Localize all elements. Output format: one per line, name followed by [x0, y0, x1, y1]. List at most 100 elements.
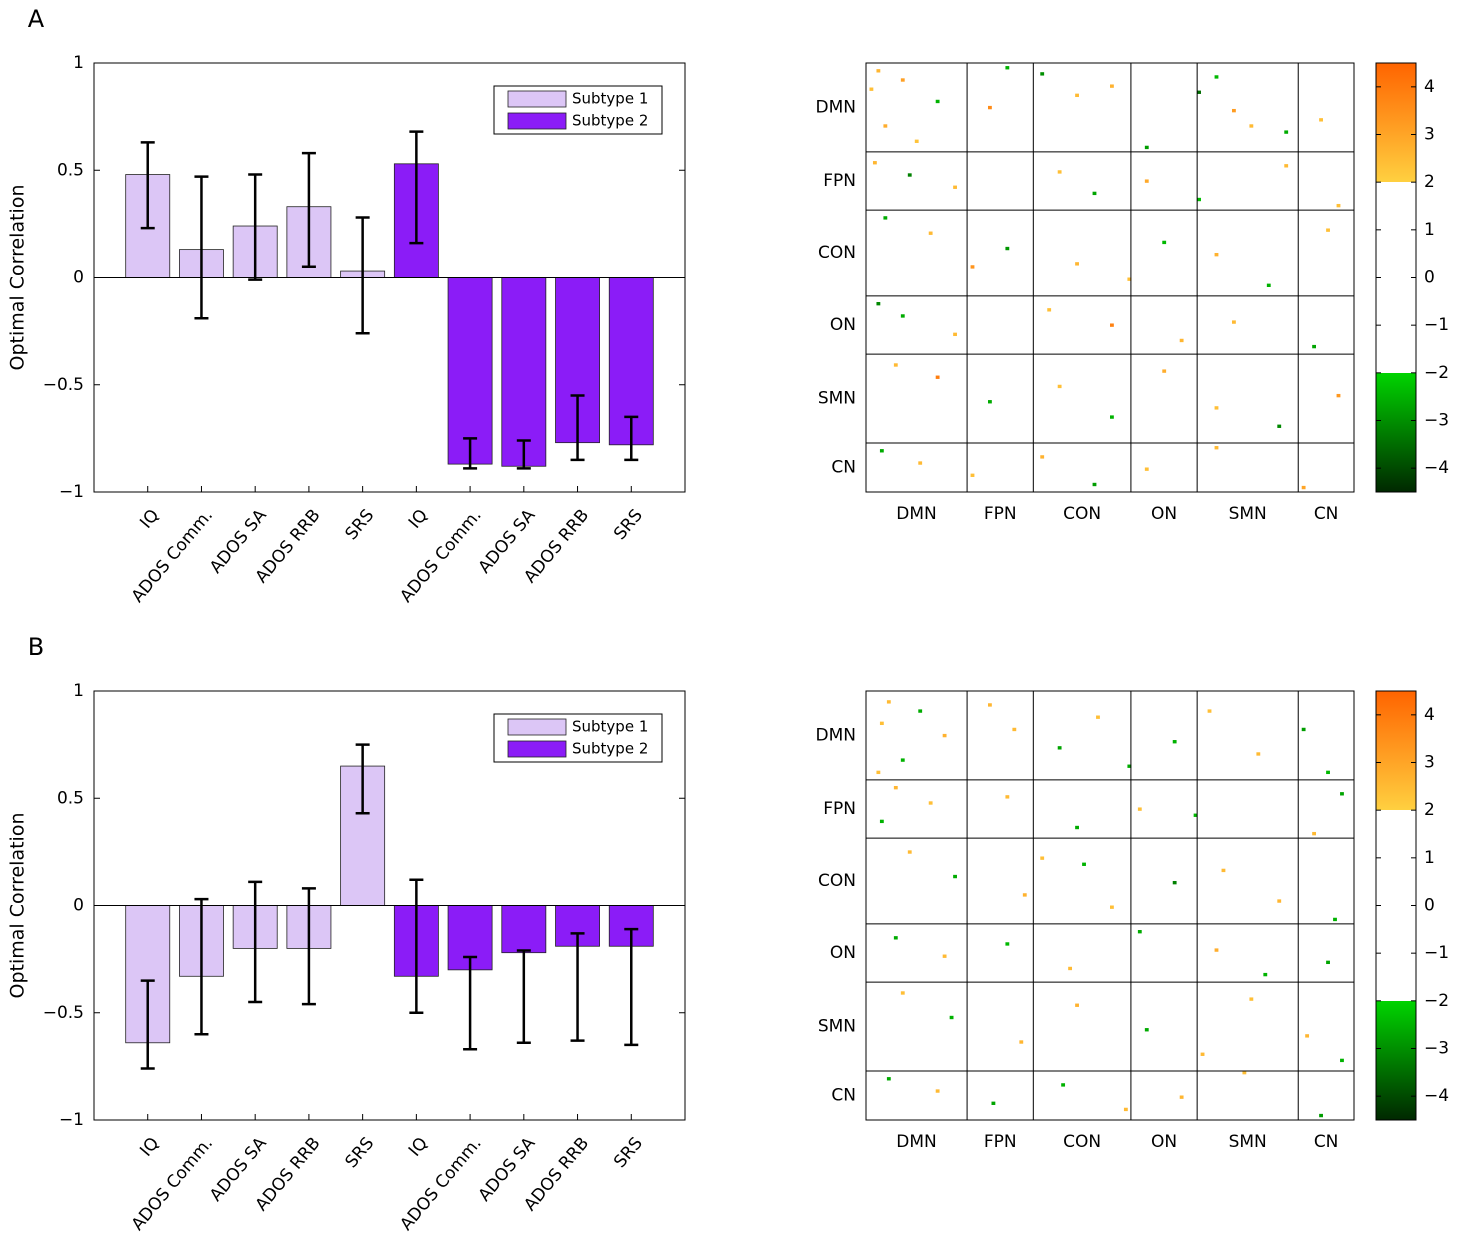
- matrix-cell: [886, 1077, 891, 1081]
- matrix-cell: [879, 449, 884, 453]
- colorbar-tick-label: −4: [1424, 1086, 1449, 1106]
- colorbar-tick-label: 0: [1424, 268, 1435, 288]
- axes-box: [93, 62, 686, 493]
- matrix-cell: [1172, 880, 1177, 885]
- y-axis-label: Optimal Correlation: [7, 185, 29, 371]
- matrix-cell: [1057, 384, 1062, 389]
- error-bar: [516, 439, 531, 470]
- error-bar: [570, 394, 585, 462]
- error-bar: [463, 437, 478, 470]
- matrix-cell: [918, 461, 923, 465]
- colorbar-tick-label: −1: [1424, 315, 1449, 335]
- column-label: CON: [1063, 504, 1101, 524]
- y-axis-label: Optimal Correlation: [7, 813, 29, 999]
- matrix-cell: [988, 400, 992, 404]
- matrix-background: [866, 63, 1354, 492]
- matrix-cell: [970, 473, 975, 477]
- error-bar: [194, 897, 209, 1036]
- matrix-cell: [942, 733, 947, 738]
- error-bar: [409, 130, 424, 245]
- legend-label: Subtype 1: [572, 718, 648, 736]
- legend-swatch: [507, 718, 567, 736]
- matrix-cell: [1207, 709, 1212, 713]
- matrix-cell: [1301, 485, 1306, 490]
- matrix-cell: [1123, 1107, 1128, 1112]
- matrix-cell: [1312, 831, 1317, 836]
- matrix-cell: [1326, 960, 1330, 965]
- matrix-cell: [1040, 856, 1045, 860]
- legend-swatch: [507, 112, 567, 130]
- row-label: DMN: [816, 725, 856, 745]
- matrix-cell: [900, 758, 905, 762]
- colorbar-tick-label: −2: [1424, 363, 1449, 383]
- matrix-cell: [872, 161, 877, 165]
- legend-swatch: [507, 740, 567, 758]
- matrix-cell: [1068, 966, 1073, 971]
- colorbar-tick-label: −4: [1424, 458, 1449, 478]
- bar: [501, 905, 547, 954]
- error-bar: [194, 175, 209, 320]
- matrix-cell: [1197, 197, 1201, 202]
- matrix-cell: [928, 231, 933, 235]
- matrix-cell: [935, 375, 940, 379]
- matrix-cell: [1172, 740, 1177, 744]
- matrix-cell: [1096, 715, 1100, 719]
- matrix-cell: [1110, 84, 1114, 88]
- matrix-cell: [918, 709, 923, 713]
- y-tick-label: 0: [73, 896, 84, 916]
- matrix-cell: [1110, 323, 1114, 327]
- matrix-cell: [1232, 320, 1236, 324]
- matrix-cell: [893, 785, 898, 790]
- colorbar-tick-label: −3: [1424, 1039, 1449, 1059]
- error-bar: [624, 927, 639, 1047]
- error-bar: [301, 887, 316, 1006]
- matrix-cell: [876, 69, 881, 73]
- matrix-cell: [1214, 948, 1219, 952]
- column-label: CON: [1063, 1132, 1101, 1152]
- error-bar: [248, 880, 263, 1004]
- colorbar-tick-label: 2: [1424, 172, 1435, 192]
- matrix-cell: [1057, 746, 1062, 750]
- matrix-cell: [1127, 764, 1132, 768]
- matrix-cell: [1092, 482, 1097, 487]
- matrix-cell: [879, 819, 884, 824]
- matrix-cell: [1326, 770, 1330, 775]
- matrix-cell: [1005, 246, 1010, 251]
- matrix-cell: [1110, 415, 1114, 419]
- panel-label: B: [28, 633, 44, 661]
- matrix-cell: [1179, 1095, 1184, 1099]
- matrix-cell: [1137, 930, 1142, 934]
- matrix-cell: [1075, 262, 1079, 266]
- error-bar: [355, 216, 370, 335]
- error-bar: [140, 979, 155, 1070]
- matrix-cell: [1333, 917, 1337, 922]
- bar: [501, 277, 547, 467]
- matrix-cell: [1197, 90, 1201, 94]
- matrix-cell: [1075, 825, 1079, 830]
- matrix-cell: [1012, 727, 1017, 732]
- row-label: ON: [830, 943, 856, 963]
- matrix-cell: [1214, 252, 1219, 257]
- matrix-cell: [1221, 868, 1226, 873]
- error-bar: [301, 151, 316, 269]
- matrix-cell: [1277, 899, 1282, 903]
- matrix-cell: [1144, 1028, 1149, 1032]
- y-tick-label: 1: [73, 681, 84, 701]
- matrix-cell: [1144, 145, 1149, 150]
- matrix-cell: [1305, 1034, 1310, 1038]
- row-label: SMN: [818, 1017, 856, 1037]
- matrix-cell: [1249, 124, 1254, 128]
- colorbar-tick-label: −1: [1424, 943, 1449, 963]
- matrix-frame: [865, 690, 1355, 1121]
- colorbar-tick-label: −3: [1424, 411, 1449, 431]
- matrix-cell: [970, 265, 975, 269]
- colorbar: [1375, 62, 1417, 493]
- matrix-cell: [1214, 446, 1219, 450]
- matrix-cell: [1232, 108, 1236, 113]
- matrix-cell: [988, 105, 992, 110]
- matrix-cell: [893, 936, 898, 940]
- matrix-cell: [879, 721, 884, 726]
- matrix-cell: [1277, 424, 1282, 428]
- matrix-cell: [1179, 338, 1184, 343]
